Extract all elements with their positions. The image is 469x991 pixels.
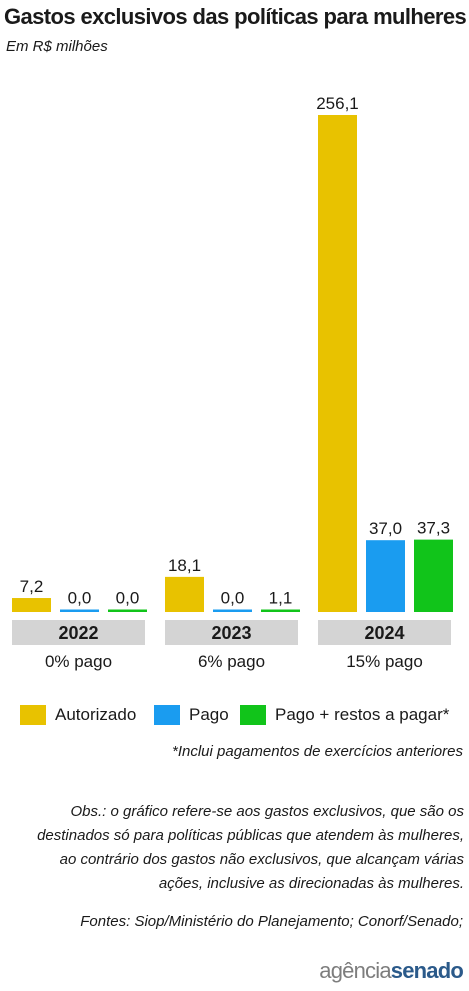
year-label: 2024 [364, 623, 404, 643]
bar [60, 609, 99, 612]
observation-line: ao contrário dos gastos não exclusivos, … [59, 851, 464, 868]
legend-label-pago: Pago [189, 705, 229, 724]
bar [261, 609, 300, 612]
data-label: 1,1 [269, 589, 293, 608]
data-label: 0,0 [221, 589, 245, 608]
legend-swatch-pago-restos [240, 705, 266, 725]
observation-line: Obs.: o gráfico refere-se aos gastos exc… [70, 803, 464, 820]
data-label: 256,1 [316, 94, 359, 113]
footnote: *Inclui pagamentos de exercícios anterio… [172, 743, 463, 760]
logo-text-agencia: agência [319, 958, 391, 983]
legend-swatch-pago [154, 705, 180, 725]
bar [213, 609, 252, 612]
data-label: 18,1 [168, 556, 201, 575]
logo-text-senado: senado [390, 958, 464, 983]
legend-item-pago-restos: Pago + restos a pagar* [240, 703, 449, 727]
paid-share-label: 0% pago [45, 652, 112, 671]
bar [366, 540, 405, 612]
legend-swatch-autorizado [20, 705, 46, 725]
legend-label-pago-restos: Pago + restos a pagar* [275, 705, 450, 724]
bar [12, 598, 51, 612]
observation-line: destinados só para políticas públicas qu… [37, 827, 464, 844]
chart-legend: Autorizado Pago Pago + restos a pagar* [20, 703, 460, 727]
legend-item-pago: Pago [154, 703, 229, 727]
bar-chart: 7,2 0,0 0,0 2022 0% pago 18,1 0,0 1,1 2023 6% pag… [12, 94, 453, 671]
paid-share-label: 15% pago [346, 652, 423, 671]
data-label: 0,0 [68, 589, 92, 608]
year-label: 2023 [211, 623, 251, 643]
bar [414, 539, 453, 612]
bar [165, 576, 204, 612]
data-label: 7,2 [20, 577, 44, 596]
year-band [12, 620, 145, 645]
chart-subtitle: Em R$ milhões [6, 38, 108, 55]
agencia-senado-logo: agênciasenado [319, 958, 464, 984]
year-band [165, 620, 298, 645]
sources-note: Fontes: Siop/Ministério do Planejamento;… [80, 913, 463, 930]
data-label: 37,0 [369, 519, 402, 538]
legend-item-autorizado: Autorizado [20, 703, 136, 727]
observation-line: ações, inclusive as direcionadas às mulh… [158, 875, 464, 892]
year-band [318, 620, 451, 645]
data-label: 0,0 [116, 589, 140, 608]
bar [318, 115, 357, 612]
data-label: 37,3 [417, 519, 450, 538]
paid-share-label: 6% pago [198, 652, 265, 671]
legend-label-autorizado: Autorizado [55, 705, 137, 724]
bar [108, 609, 147, 612]
observation-note: Obs.: o gráfico refere-se aos gastos exc… [20, 800, 464, 896]
chart-title: Gastos exclusivos das políticas para mul… [4, 4, 467, 29]
year-label: 2022 [58, 623, 98, 643]
